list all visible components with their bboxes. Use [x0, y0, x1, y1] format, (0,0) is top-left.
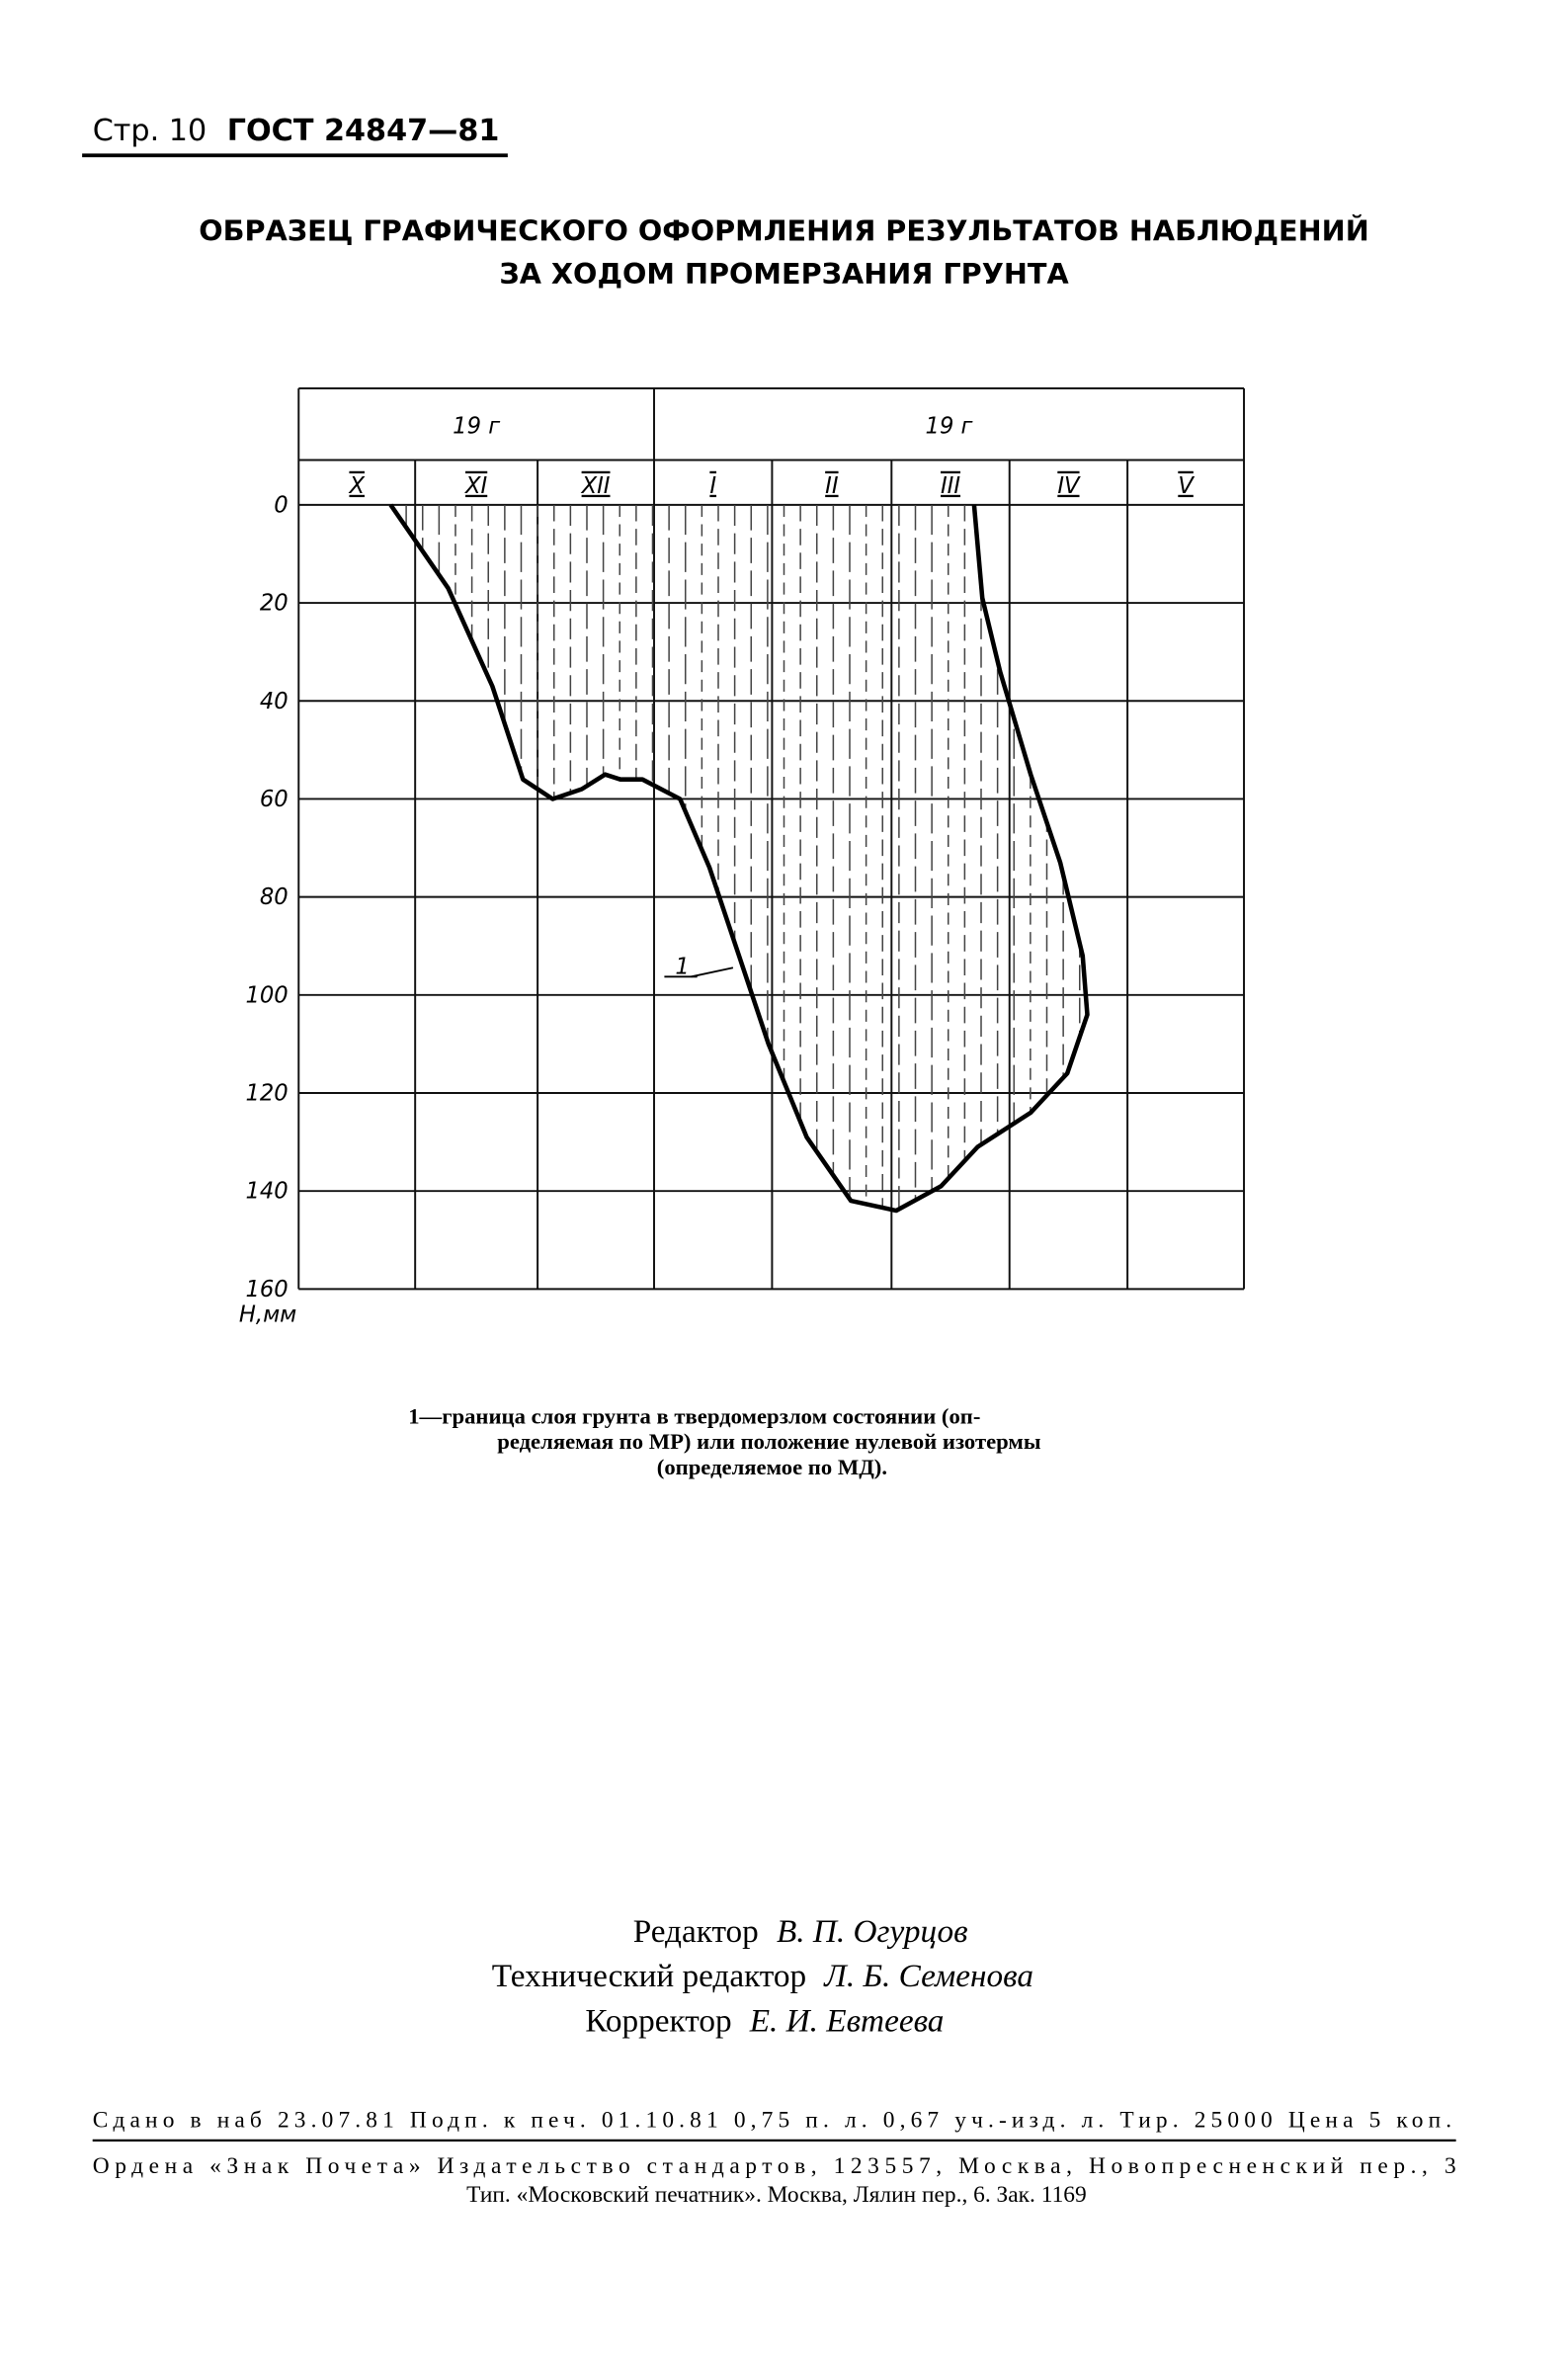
title-line: ЗА ХОДОМ ПРОМЕРЗАНИЯ ГРУНТА	[499, 257, 1069, 291]
standard-number: ГОСТ 24847—81	[227, 114, 500, 148]
imprint-line: Ордена «Знак Почета» Издательство станда…	[93, 2153, 1456, 2179]
y-tick-label: 60	[260, 787, 289, 812]
page-number: Стр. 10	[93, 114, 207, 148]
month-label: X	[348, 473, 365, 499]
credit-role: Корректор	[585, 2003, 731, 2040]
month-label: II	[825, 473, 839, 499]
month-label: I	[709, 473, 716, 499]
credit-role: Технический редактор	[492, 1958, 806, 1994]
year-label: 19 г	[926, 413, 973, 439]
y-tick-label: 140	[245, 1179, 288, 1205]
caption-line: (определяемое по МД).	[657, 1455, 887, 1479]
y-tick-label: 120	[245, 1081, 288, 1107]
credit-name: Л. Б. Семенова	[823, 1958, 1033, 1994]
imprint-line: Тип. «Московский печатник». Москва, Ляли…	[466, 2182, 1087, 2208]
title-line: ОБРАЗЕЦ ГРАФИЧЕСКОГО ОФОРМЛЕНИЯ РЕЗУЛЬТА…	[199, 213, 1368, 247]
year-label: 19 г	[453, 413, 500, 439]
imprint-line: Сдано в наб 23.07.81 Подп. к печ. 01.10.…	[93, 2107, 1451, 2133]
month-label: III	[941, 473, 960, 499]
series-line	[388, 503, 1090, 1214]
y-tick-label: 80	[260, 884, 289, 910]
credit-name: Е. И. Евтеева	[749, 2003, 945, 2040]
credit-role: Редактор	[633, 1913, 759, 1950]
y-tick-label: 100	[245, 982, 288, 1008]
caption-line: 1—граница слоя грунта в твердомерзлом со…	[408, 1403, 980, 1428]
month-label: IV	[1057, 473, 1081, 499]
y-axis-label: Н,мм	[239, 1303, 296, 1328]
y-tick-label: 0	[274, 492, 288, 518]
label-leader	[691, 966, 734, 978]
month-label: V	[1178, 473, 1195, 499]
y-tick-label: 20	[260, 591, 289, 617]
y-tick-label: 40	[260, 689, 289, 714]
y-tick-label: 160	[245, 1277, 288, 1303]
credit-name: В. П. Огурцов	[777, 1913, 968, 1950]
series-label: 1	[675, 954, 689, 979]
month-label: XII	[581, 473, 611, 499]
caption-line: ределяемая по МР) или положение нулевой …	[497, 1429, 1041, 1454]
month-label: XI	[464, 473, 488, 499]
